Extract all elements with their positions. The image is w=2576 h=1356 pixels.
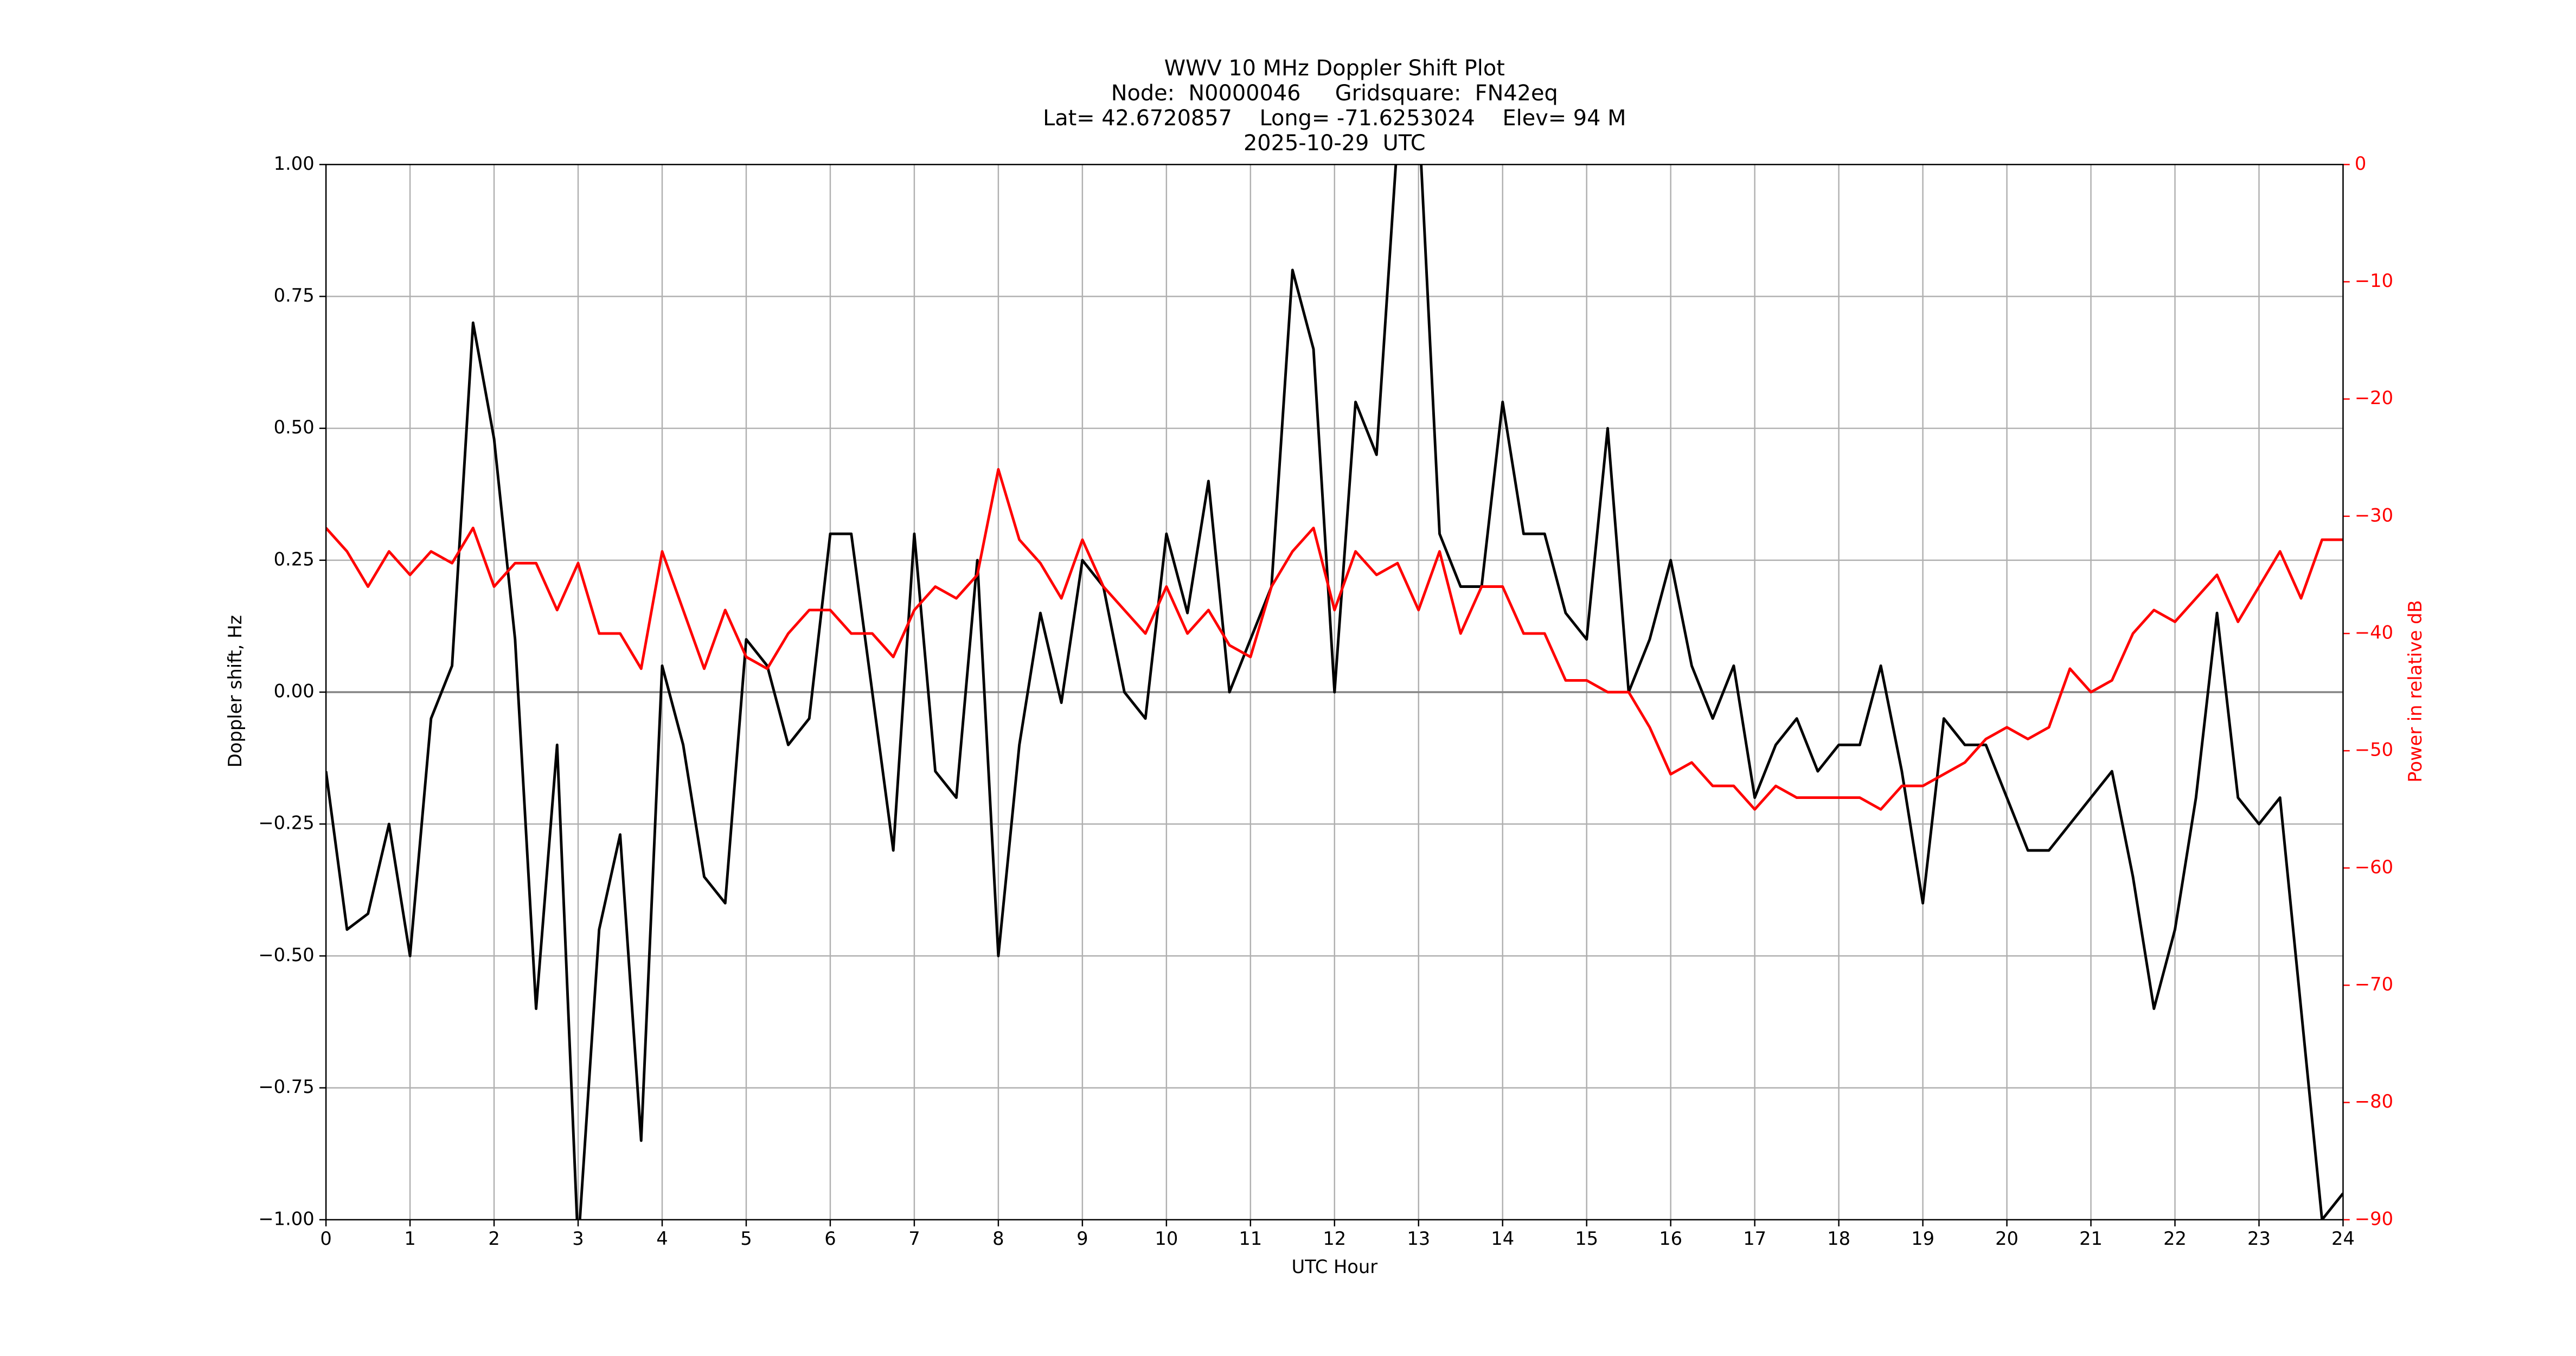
x-tick-label: 14 <box>1491 1228 1514 1249</box>
x-tick-label: 7 <box>908 1228 920 1249</box>
chart-title: Lat= 42.6720857 Long= -71.6253024 Elev= … <box>1043 106 1626 131</box>
y-tick-label: 0.50 <box>274 417 315 438</box>
x-tick-label: 10 <box>1155 1228 1178 1249</box>
y2-tick-label: −40 <box>2355 622 2393 643</box>
y-tick-label: −0.50 <box>258 944 314 965</box>
x-tick-label: 4 <box>656 1228 668 1249</box>
y2-tick-label: 0 <box>2355 153 2366 174</box>
x-tick-label: 21 <box>2079 1228 2103 1249</box>
y-axis-label: Doppler shift, Hz <box>225 615 246 767</box>
x-tick-label: 23 <box>2247 1228 2271 1249</box>
y2-tick-label: −80 <box>2355 1091 2393 1112</box>
x-tick-label: 12 <box>1323 1228 1346 1249</box>
y2-tick-label: −30 <box>2355 504 2393 526</box>
x-tick-label: 1 <box>404 1228 415 1249</box>
x-tick-label: 6 <box>824 1228 836 1249</box>
x-tick-label: 3 <box>572 1228 584 1249</box>
chart-title: Node: N0000046 Gridsquare: FN42eq <box>1111 81 1558 106</box>
y-tick-label: 0.75 <box>274 285 315 306</box>
x-tick-label: 16 <box>1659 1228 1682 1249</box>
x-tick-label: 2 <box>488 1228 499 1249</box>
x-tick-label: 15 <box>1575 1228 1598 1249</box>
y2-tick-label: −20 <box>2355 387 2393 408</box>
y2-tick-label: −50 <box>2355 739 2393 760</box>
x-tick-label: 17 <box>1743 1228 1766 1249</box>
plot-area <box>326 164 2343 1220</box>
x-tick-label: 20 <box>1995 1228 2018 1249</box>
data-line <box>326 468 2343 811</box>
x-tick-label: 0 <box>320 1228 331 1249</box>
y-tick-label: 1.00 <box>274 153 315 174</box>
y-tick-label: −1.00 <box>258 1208 314 1229</box>
y-tick-label: 0.25 <box>274 548 315 570</box>
y2-tick-label: −70 <box>2355 974 2393 995</box>
y2-tick-label: −60 <box>2355 856 2393 878</box>
x-tick-label: 18 <box>1827 1228 1850 1249</box>
x-tick-label: 19 <box>1911 1228 1934 1249</box>
y2-axis-label: Power in relative dB <box>2405 600 2426 782</box>
y2-tick-label: −90 <box>2355 1208 2393 1229</box>
x-tick-label: 9 <box>1076 1228 1088 1249</box>
x-tick-label: 24 <box>2331 1228 2355 1249</box>
x-tick-label: 8 <box>992 1228 1004 1249</box>
x-tick-label: 5 <box>740 1228 752 1249</box>
x-axis-label: UTC Hour <box>1291 1256 1377 1277</box>
x-tick-label: 22 <box>2163 1228 2187 1249</box>
x-tick-label: 11 <box>1239 1228 1262 1249</box>
y-tick-label: 0.00 <box>274 681 315 702</box>
plot-frame <box>325 164 2344 1220</box>
x-tick-label: 13 <box>1407 1228 1430 1249</box>
data-line <box>326 164 2343 1220</box>
chart-title: 2025-10-29 UTC <box>1244 131 1426 156</box>
y-tick-label: −0.25 <box>258 813 314 834</box>
y2-tick-label: −10 <box>2355 270 2393 291</box>
y-tick-label: −0.75 <box>258 1076 314 1097</box>
chart-title: WWV 10 MHz Doppler Shift Plot <box>1164 56 1505 81</box>
